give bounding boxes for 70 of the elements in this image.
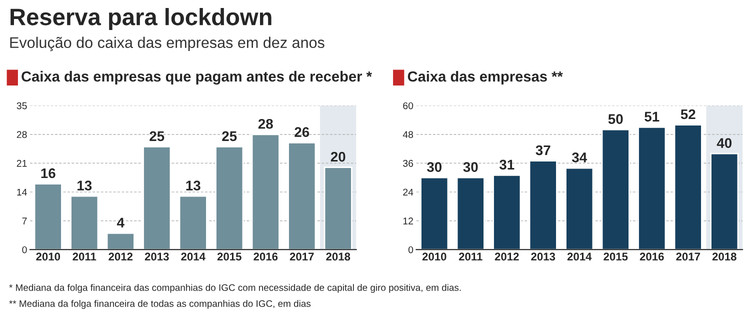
- y-tick-label: 35: [16, 102, 27, 110]
- x-tick-label: 2013: [531, 252, 556, 261]
- bar: [70, 195, 99, 250]
- bar: [34, 183, 62, 250]
- bar: [142, 146, 172, 250]
- x-tick-label: 2015: [217, 252, 242, 261]
- x-tick-label: 2015: [604, 252, 628, 261]
- x-tick-label: 2016: [640, 252, 664, 261]
- data-label: 13: [78, 180, 92, 191]
- data-label: 28: [258, 118, 273, 129]
- y-tick-label: 48: [402, 131, 414, 138]
- x-tick-label: 2010: [422, 252, 446, 261]
- data-label: 31: [499, 160, 514, 170]
- x-tick-label: 2012: [494, 252, 519, 261]
- y-tick-label: 21: [16, 160, 27, 167]
- data-label: 16: [41, 168, 56, 178]
- y-tick-label: 36: [403, 160, 414, 167]
- bar: [215, 146, 244, 250]
- bar: [288, 142, 316, 250]
- y-tick-label: 12: [403, 218, 413, 224]
- bar: [565, 167, 594, 250]
- x-tick-label: 2018: [326, 252, 350, 261]
- data-label: 40: [716, 138, 732, 148]
- data-label: 25: [150, 131, 164, 142]
- bar: [674, 124, 702, 250]
- text: ** Mediana da folga financeira de todas as companhias do IGC, em dias: [9, 300, 311, 309]
- data-label: 30: [426, 162, 442, 172]
- bar: [251, 134, 280, 250]
- data-label: 20: [330, 152, 346, 162]
- bar: [601, 128, 630, 250]
- x-tick-label: 2014: [567, 252, 592, 261]
- x-tick-label: 2012: [108, 252, 133, 261]
- bar: [528, 160, 558, 250]
- text: Reserva para lockdown: [10, 8, 272, 30]
- x-tick-label: 2011: [458, 252, 482, 261]
- bar: [638, 126, 666, 250]
- x-tick-label: 2013: [144, 252, 169, 261]
- data-label: 50: [608, 114, 623, 124]
- bar: [106, 232, 135, 250]
- x-tick-label: 2018: [712, 252, 736, 261]
- x-tick-label: 2016: [254, 252, 278, 261]
- text: Evolução do caixa das empresas em dez anos: [10, 36, 324, 52]
- bar: [492, 174, 522, 250]
- x-tick-label: 2017: [676, 252, 700, 261]
- data-label: 52: [680, 109, 696, 120]
- x-tick-label: 2017: [290, 252, 314, 261]
- y-tick-label: 60: [403, 102, 414, 110]
- x-tick-label: 2010: [36, 252, 60, 261]
- data-label: 25: [222, 131, 237, 142]
- text: * Mediana da folga financeira das companhias do IGC com necessidade de capital de giro positiva, em dias.: [9, 284, 461, 293]
- data-label: 26: [294, 127, 310, 138]
- data-label: 51: [644, 112, 660, 122]
- data-label: 30: [463, 162, 478, 172]
- bar: [456, 176, 485, 250]
- x-tick-label: 2011: [72, 252, 96, 261]
- data-label: 34: [572, 152, 588, 162]
- chart-title: Caixa das empresas que pagam antes de receber *: [22, 70, 372, 85]
- chart-title: Caixa das empresas **: [408, 70, 563, 85]
- data-label: 37: [536, 145, 550, 156]
- y-tick-label: 0: [22, 246, 27, 254]
- y-tick-label: 14: [17, 188, 27, 196]
- y-tick-label: 0: [408, 246, 414, 254]
- x-tick-label: 2014: [181, 252, 206, 261]
- bar: [420, 176, 449, 250]
- y-tick-label: 7: [22, 218, 27, 224]
- bar: [178, 195, 208, 250]
- data-label: 4: [116, 218, 124, 228]
- y-tick-label: 24: [403, 188, 414, 196]
- y-tick-label: 28: [16, 131, 27, 138]
- data-label: 13: [186, 180, 200, 191]
